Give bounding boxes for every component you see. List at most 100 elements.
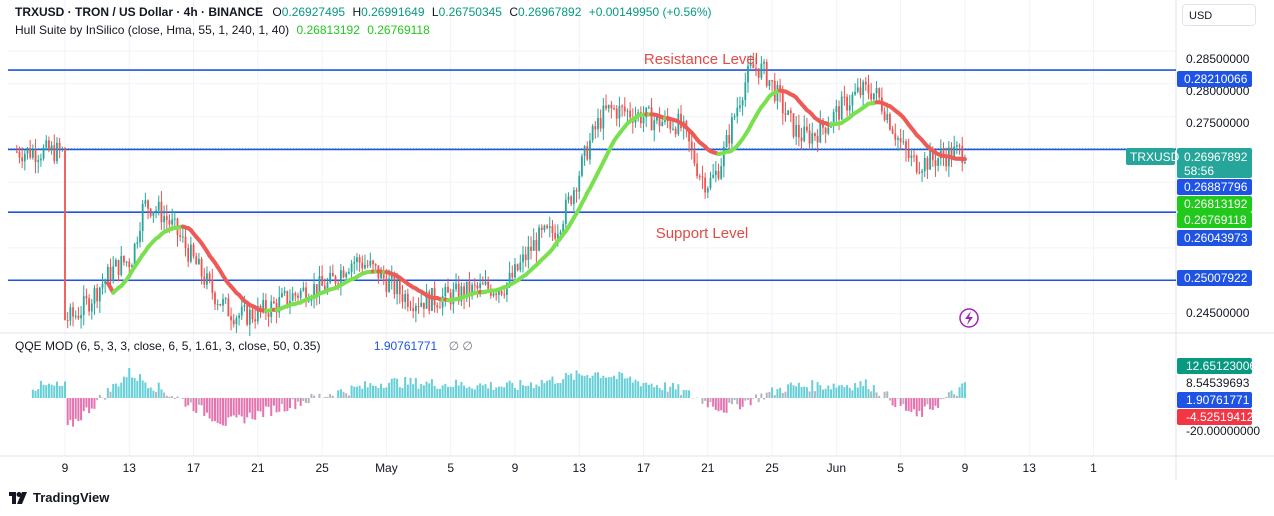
qqe-negative-bar — [921, 398, 924, 417]
qqe-positive-bar — [516, 389, 519, 398]
qqe-positive-bar — [358, 385, 361, 398]
up-candle — [763, 61, 765, 64]
down-candle — [342, 270, 345, 278]
down-candle — [934, 160, 937, 166]
up-candle — [706, 188, 709, 193]
symbol-title[interactable]: TRXUSD · TRON / US Dollar · 4h · BINANCE — [15, 5, 264, 19]
up-candle — [106, 266, 109, 281]
down-candle — [382, 270, 385, 279]
down-candle — [29, 147, 32, 158]
down-candle — [476, 285, 479, 289]
down-candle — [211, 279, 214, 293]
qqe-neutral-bar — [883, 391, 886, 398]
down-candle — [693, 148, 696, 164]
down-candle — [195, 256, 198, 265]
qqe-positive-bar — [596, 372, 599, 398]
up-candle — [562, 224, 565, 233]
qqe-positive-bar — [610, 377, 613, 398]
down-candle — [771, 80, 773, 82]
currency-button[interactable]: USD — [1182, 4, 1256, 26]
down-candle — [698, 176, 701, 178]
down-candle — [109, 266, 112, 281]
down-candle — [808, 130, 811, 144]
up-candle — [289, 300, 291, 305]
qqe-positive-bar — [481, 385, 484, 398]
up-candle — [848, 105, 851, 111]
down-candle — [540, 227, 543, 231]
qqe-positive-bar — [843, 387, 846, 398]
up-candle — [886, 114, 889, 121]
up-candle — [114, 259, 117, 267]
qqe-negative-bar — [720, 398, 723, 411]
qqe-positive-bar — [789, 382, 792, 398]
qqe-neutral-bar — [773, 395, 776, 398]
up-candle — [787, 110, 790, 115]
qqe-negative-bar — [195, 398, 198, 413]
qqe-positive-bar — [637, 381, 640, 398]
up-candle — [722, 147, 725, 167]
down-candle — [422, 302, 425, 309]
qqe-negative-bar — [937, 398, 940, 409]
qqe-negative-bar — [706, 398, 709, 408]
up-candle — [923, 158, 926, 172]
up-candle — [390, 274, 393, 279]
resistance-label: Resistance Level — [644, 51, 758, 68]
qqe-negative-bar — [299, 398, 302, 406]
up-candle — [819, 119, 822, 143]
qqe-positive-bar — [61, 385, 64, 398]
qqe-positive-bar — [495, 387, 498, 398]
hull-indicator-label[interactable]: Hull Suite by InSilico (close, Hma, 55, … — [15, 23, 290, 37]
down-candle — [160, 201, 163, 223]
qqe-positive-bar — [779, 387, 782, 398]
qqe-positive-bar — [803, 386, 806, 398]
qqe-negative-bar — [251, 398, 254, 420]
qqe-neutral-bar — [165, 395, 168, 398]
down-candle — [792, 113, 795, 137]
qqe-label[interactable]: QQE MOD (6, 5, 3, 3, close, 6, 5, 1.61, … — [15, 339, 321, 353]
qqe-positive-bar — [867, 389, 870, 398]
time-axis[interactable]: 9 13 17 21 25 May 5 9 13 17 21 25 Jun 5 9 13 1 — [62, 461, 1097, 475]
qqe-neutral-bar — [784, 391, 787, 398]
qqe-positive-bar — [647, 384, 650, 398]
alert-lightning-icon[interactable] — [959, 308, 979, 328]
qqe-positive-bar — [353, 386, 356, 398]
time-tick-label: 5 — [897, 461, 904, 475]
up-candle — [543, 225, 546, 231]
price-tag-box — [1177, 71, 1252, 87]
qqe-negative-bar — [913, 398, 916, 410]
up-candle — [369, 260, 372, 266]
qqe-positive-bar — [428, 383, 431, 398]
down-candle — [168, 220, 171, 225]
qqe-negative-bar — [714, 398, 717, 410]
horizontal-levels[interactable] — [8, 69, 1176, 282]
qqe-positive-bar — [583, 376, 586, 398]
down-candle — [674, 128, 677, 135]
candlestick-series — [15, 52, 966, 337]
up-candle — [26, 147, 29, 154]
last-price-tag — [1177, 148, 1252, 178]
qqe-neutral-bar — [197, 398, 200, 405]
qqe-positive-bar — [838, 385, 841, 398]
down-candle — [187, 248, 190, 262]
time-tick-label: 17 — [637, 461, 651, 475]
price-axis[interactable]: 0.28500000 0.28000000 0.27500000 0.24500000… — [1177, 52, 1260, 438]
up-candle — [672, 128, 674, 130]
qqe-neutral-bar — [878, 395, 881, 398]
down-candle — [412, 308, 415, 312]
qqe-positive-bar — [824, 388, 827, 398]
qqe-positive-bar — [513, 388, 516, 398]
qqe-positive-bar — [655, 385, 658, 398]
down-candle — [254, 319, 257, 322]
up-candle — [827, 127, 830, 134]
up-candle — [278, 297, 281, 313]
qqe-positive-bar — [380, 383, 383, 398]
qqe-negative-bar — [74, 398, 77, 419]
qqe-negative-bar — [216, 398, 219, 424]
qqe-positive-bar — [570, 373, 573, 398]
qqe-positive-bar — [854, 383, 857, 398]
low-label: L — [431, 5, 439, 19]
tradingview-logo[interactable]: TradingView — [9, 490, 109, 505]
qqe-positive-bar — [396, 378, 399, 398]
qqe-positive-bar — [34, 390, 37, 398]
